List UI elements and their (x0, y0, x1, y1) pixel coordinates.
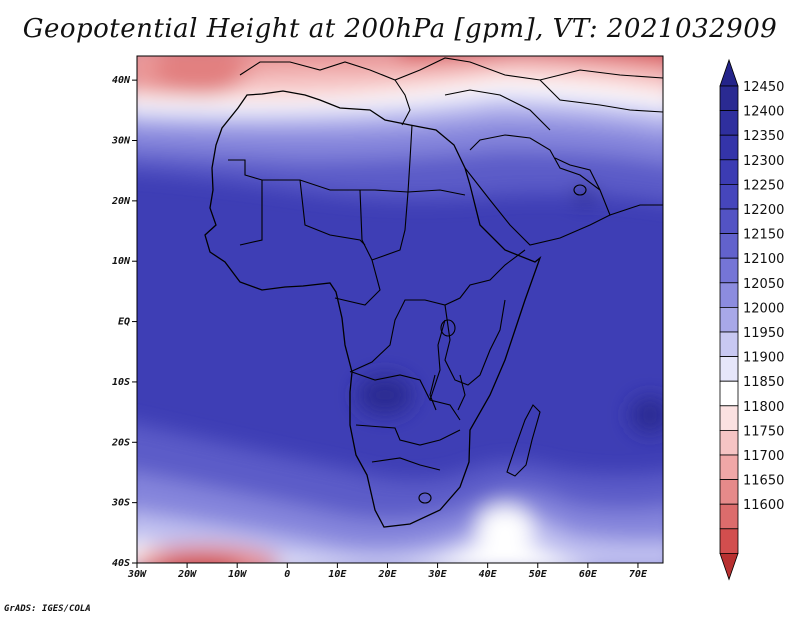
y-tick-label: 40N (112, 75, 131, 86)
x-tick-label: 70E (629, 569, 648, 580)
colorbar-label: 12100 (743, 252, 784, 267)
colorbar-label: 12000 (743, 301, 784, 316)
colorbar-swatch (719, 528, 739, 554)
colorbar-label: 11950 (743, 326, 784, 341)
colorbar-swatch (719, 183, 739, 210)
y-tick-label: 20S (111, 437, 130, 448)
y-tick-label: EQ (118, 317, 130, 328)
colorbar-swatch (719, 110, 739, 136)
colorbar-swatch (719, 134, 739, 161)
colorbar-label: 12150 (743, 228, 784, 243)
plot-frame (136, 55, 664, 564)
colorbar-label: 12300 (743, 154, 784, 169)
colorbar-swatch (719, 208, 739, 235)
colorbar-label: 12050 (743, 277, 784, 292)
y-axis: 40N 30N 20N 10N EQ 10S 20S 30S 40S (111, 75, 137, 569)
x-axis: 30W 20W 10W 0 10E 20E 30E 40E 50E 60E 70E (127, 563, 648, 580)
y-tick-label: 40S (112, 558, 130, 569)
x-tick-label: 20E (377, 569, 397, 580)
x-tick-label: 10W (228, 569, 247, 580)
colorbar: 12450 12400 12350 12300 12250 12200 12150 12100… (719, 58, 784, 581)
colorbar-swatch (719, 282, 739, 308)
y-tick-label: 30N (111, 136, 131, 147)
colorbar-swatch (719, 257, 739, 284)
x-tick-label: 40E (479, 569, 498, 580)
y-tick-label: 10N (112, 256, 131, 267)
colorbar-swatch (719, 503, 739, 530)
colorbar-label: 12250 (743, 178, 784, 193)
x-tick-label: 60E (579, 569, 598, 580)
colorbar-swatch (719, 454, 739, 481)
coastlines (204, 57, 663, 528)
colorbar-under-arrow (719, 553, 739, 581)
colorbar-label: 12200 (743, 203, 784, 218)
x-tick-label: 30W (127, 569, 147, 580)
colorbar-over-arrow (719, 58, 739, 87)
colorbar-swatch (719, 233, 739, 259)
x-tick-label: 10E (328, 569, 347, 580)
colorbar-swatch (719, 331, 739, 358)
colorbar-swatch (719, 85, 739, 112)
y-tick-label: 20N (111, 196, 131, 207)
colorbar-swatch (719, 380, 739, 407)
colorbar-label: 12350 (743, 129, 784, 144)
x-tick-label: 30E (428, 569, 448, 580)
colorbar-swatch (719, 429, 739, 456)
colorbar-swatch (719, 159, 739, 185)
colorbar-label: 11750 (743, 424, 784, 439)
colorbar-swatch (719, 356, 739, 382)
y-tick-label: 10S (112, 377, 130, 388)
colorbar-label: 12450 (743, 80, 784, 95)
x-tick-label: 0 (284, 569, 290, 580)
colorbar-label: 11850 (743, 375, 784, 390)
colorbar-label: 11600 (743, 498, 784, 513)
colorbar-swatch (719, 479, 739, 505)
footer-credit: GrADS: IGES/COLA (4, 604, 91, 614)
colorbar-label: 11700 (743, 449, 784, 464)
colorbar-label: 11650 (743, 474, 784, 489)
height-field (137, 56, 663, 563)
colorbar-swatch (719, 306, 739, 333)
x-tick-label: 20W (177, 569, 197, 580)
colorbar-label: 11900 (743, 351, 784, 366)
y-tick-label: 30S (111, 498, 130, 509)
colorbar-swatch (719, 405, 739, 431)
colorbar-label: 12400 (743, 105, 784, 120)
colorbar-label: 11800 (743, 400, 784, 415)
chart-title: Geopotential Height at 200hPa [gpm], VT:… (22, 14, 778, 44)
x-tick-label: 50E (529, 569, 548, 580)
